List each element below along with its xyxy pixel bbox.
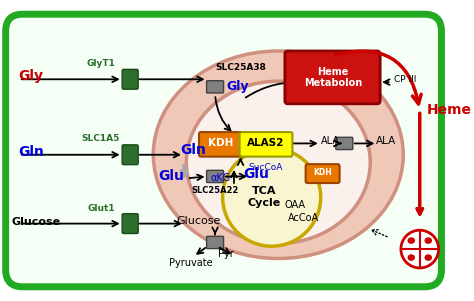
Text: SucCoA: SucCoA bbox=[248, 163, 283, 172]
FancyBboxPatch shape bbox=[285, 51, 380, 104]
Text: ALAS2: ALAS2 bbox=[247, 138, 285, 148]
FancyBboxPatch shape bbox=[207, 236, 224, 249]
Text: AcCoA: AcCoA bbox=[288, 213, 319, 223]
Text: Glu: Glu bbox=[158, 169, 184, 183]
Text: αKG: αKG bbox=[211, 173, 231, 183]
FancyBboxPatch shape bbox=[336, 137, 353, 150]
Text: KDH: KDH bbox=[208, 138, 233, 148]
Ellipse shape bbox=[425, 237, 432, 244]
Text: ALA: ALA bbox=[321, 135, 340, 146]
FancyBboxPatch shape bbox=[207, 81, 224, 93]
FancyBboxPatch shape bbox=[6, 14, 441, 287]
Text: CP III: CP III bbox=[394, 75, 417, 84]
FancyBboxPatch shape bbox=[239, 132, 292, 157]
Ellipse shape bbox=[186, 81, 370, 244]
Text: Glucose: Glucose bbox=[11, 217, 60, 227]
Text: KDH: KDH bbox=[313, 168, 332, 177]
FancyBboxPatch shape bbox=[122, 214, 138, 234]
FancyBboxPatch shape bbox=[199, 132, 243, 157]
Text: TCA
Cycle: TCA Cycle bbox=[247, 186, 281, 208]
Text: Pyruvate: Pyruvate bbox=[169, 258, 212, 268]
Text: Glut1: Glut1 bbox=[87, 204, 115, 213]
Circle shape bbox=[401, 230, 438, 268]
Text: SLC1A5: SLC1A5 bbox=[82, 134, 120, 143]
Text: Pyr: Pyr bbox=[218, 249, 234, 259]
FancyBboxPatch shape bbox=[122, 69, 138, 89]
Text: Glu: Glu bbox=[244, 167, 270, 181]
Ellipse shape bbox=[408, 237, 415, 244]
Text: Gly: Gly bbox=[18, 70, 44, 83]
Text: Glucose: Glucose bbox=[176, 216, 220, 226]
FancyBboxPatch shape bbox=[207, 170, 224, 183]
Text: Gln: Gln bbox=[18, 145, 44, 159]
Text: Heme
Metabolon: Heme Metabolon bbox=[304, 67, 362, 88]
Ellipse shape bbox=[153, 51, 403, 259]
Ellipse shape bbox=[408, 254, 415, 261]
Text: Gln: Gln bbox=[181, 143, 206, 157]
FancyBboxPatch shape bbox=[306, 164, 339, 183]
Ellipse shape bbox=[425, 254, 432, 261]
Text: OAA: OAA bbox=[285, 200, 306, 210]
Text: GlyT1: GlyT1 bbox=[86, 59, 115, 68]
Text: SLC25A38: SLC25A38 bbox=[215, 63, 266, 72]
Text: Gly: Gly bbox=[227, 80, 249, 93]
Text: SLC25A22: SLC25A22 bbox=[191, 186, 239, 195]
Text: ALA: ALA bbox=[375, 135, 396, 146]
FancyBboxPatch shape bbox=[122, 145, 138, 165]
Circle shape bbox=[223, 148, 321, 246]
Text: Heme: Heme bbox=[427, 104, 471, 117]
FancyArrowPatch shape bbox=[336, 51, 421, 104]
